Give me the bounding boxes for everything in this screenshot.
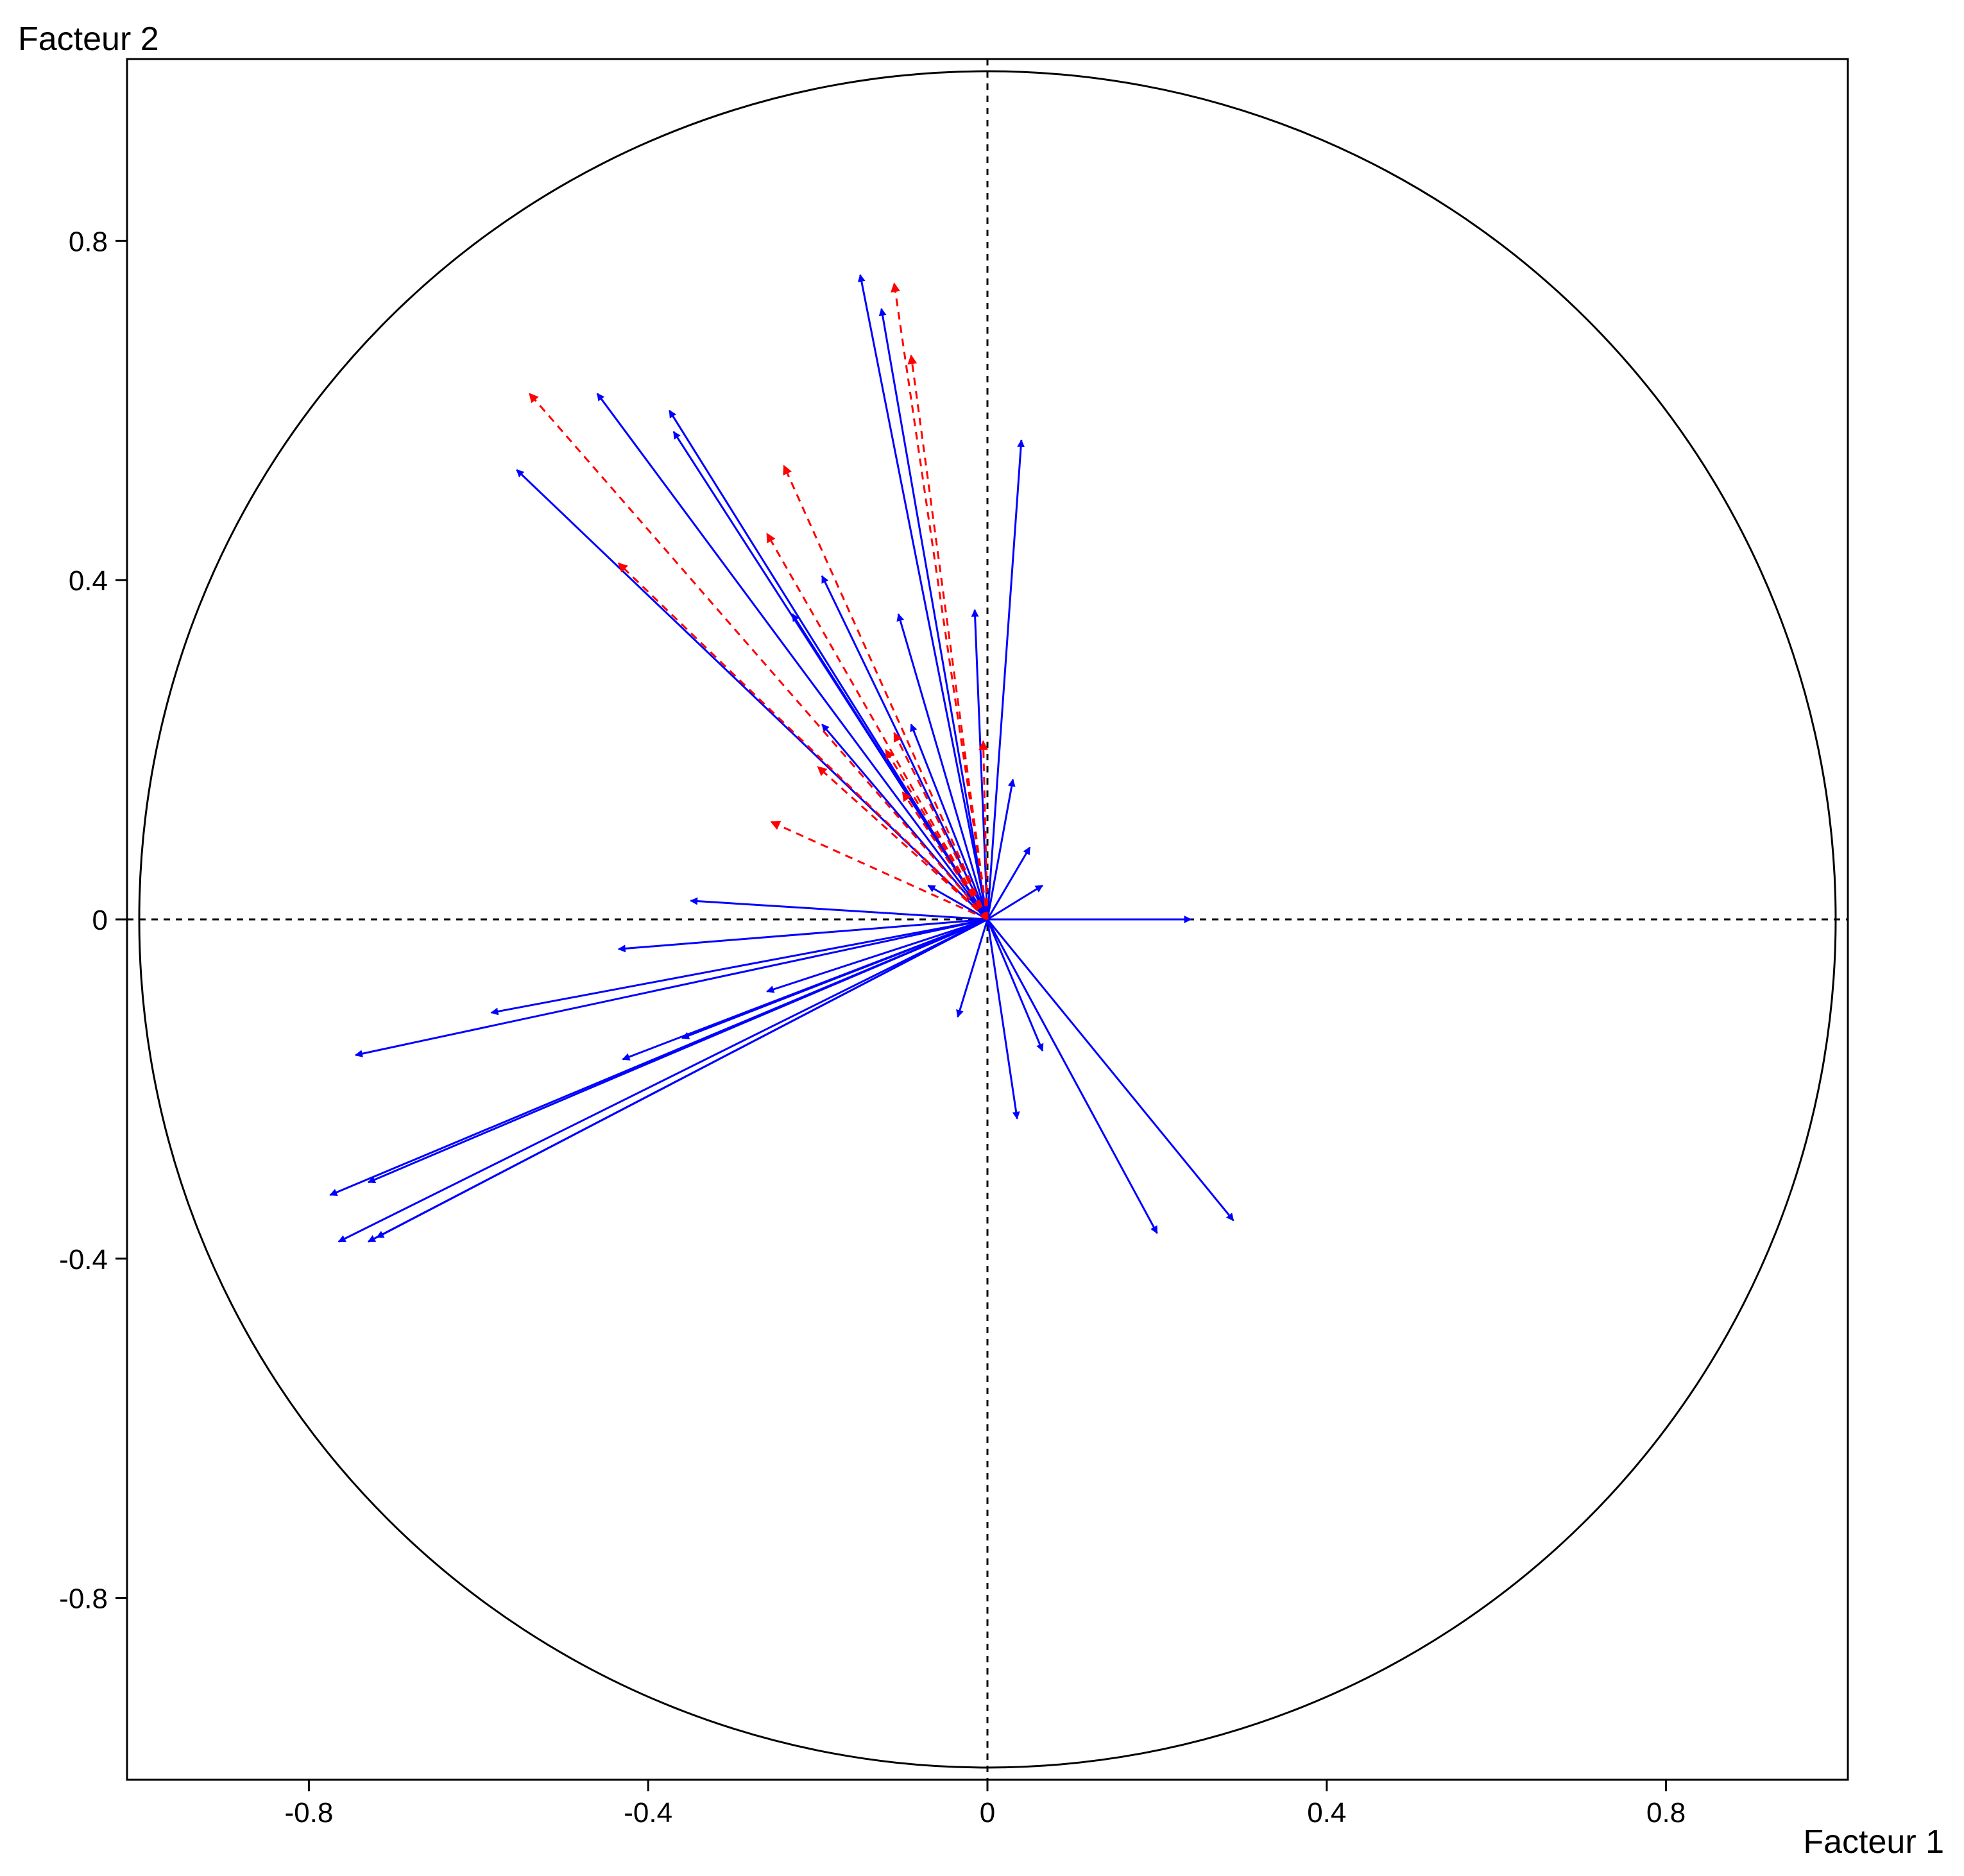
active-variable-arrow xyxy=(622,918,988,1061)
y-tick-label: 0.8 xyxy=(69,226,108,257)
y-tick-label: 0.4 xyxy=(69,565,108,597)
active-variable-arrow xyxy=(596,393,989,920)
active-variable-arrow xyxy=(986,919,1234,1222)
supplementary-variable-arrow xyxy=(528,393,989,920)
x-tick-label: 0.4 xyxy=(1307,1797,1346,1829)
x-axis-ticks: -0.8 -0.4 0 0.4 0.8 xyxy=(284,1780,1686,1829)
active-variable-arrow xyxy=(986,919,1158,1234)
active-variable-arrow xyxy=(910,723,989,920)
supplementary-variable-arrow xyxy=(901,791,989,920)
active-variable-arrow xyxy=(766,918,988,993)
active-variable-arrow xyxy=(354,918,988,1058)
y-tick-label: -0.4 xyxy=(59,1244,108,1275)
y-tick-label: 0 xyxy=(92,905,108,936)
active-variable-arrow xyxy=(668,409,989,920)
active-variable-arrow xyxy=(878,307,989,920)
x-tick-label: 0.8 xyxy=(1646,1797,1686,1829)
supplementary-variable-arrow xyxy=(907,354,989,920)
active-variable-arrow xyxy=(791,613,989,920)
x-tick-label: -0.8 xyxy=(284,1797,333,1829)
active-variable-arrow xyxy=(986,919,1044,1052)
active-variable-arrow xyxy=(490,918,988,1016)
active-variable-arrow xyxy=(617,918,988,953)
y-axis-title: Facteur 2 xyxy=(18,21,159,58)
active-variable-arrow xyxy=(376,918,988,1239)
supplementary-variable-arrow xyxy=(817,765,989,921)
supplementary-variable-arrow xyxy=(885,749,989,920)
active-variable-arrow xyxy=(857,274,989,920)
y-tick-label: -0.8 xyxy=(59,1583,108,1615)
active-variable-arrow xyxy=(986,439,1025,920)
active-variable-arrow xyxy=(986,778,1016,920)
active-variable-arrow xyxy=(986,846,1031,920)
supplementary-variable-arrow xyxy=(617,562,989,921)
active-variable-arrow xyxy=(337,918,988,1243)
x-axis-title: Facteur 1 xyxy=(1803,1823,1944,1861)
active-variable-arrow xyxy=(367,918,988,1184)
active-variable-arrow xyxy=(987,884,1043,921)
x-tick-label: -0.4 xyxy=(624,1797,672,1829)
variable-vectors xyxy=(329,274,1234,1243)
active-variable-arrow xyxy=(971,609,989,920)
x-tick-label: 0 xyxy=(980,1797,995,1829)
supplementary-variable-arrow xyxy=(978,740,989,920)
supplementary-variable-arrow xyxy=(783,465,989,920)
active-variable-arrow xyxy=(896,613,989,920)
active-variable-arrow xyxy=(821,575,989,920)
active-variable-arrow xyxy=(927,884,988,921)
active-variable-arrow xyxy=(690,897,988,921)
y-axis-ticks: 0.8 0.4 0 -0.4 -0.8 xyxy=(59,226,127,1615)
active-variable-arrow xyxy=(956,919,989,1018)
active-variable-arrow xyxy=(986,919,1020,1120)
supplementary-variable-arrow xyxy=(765,533,989,920)
